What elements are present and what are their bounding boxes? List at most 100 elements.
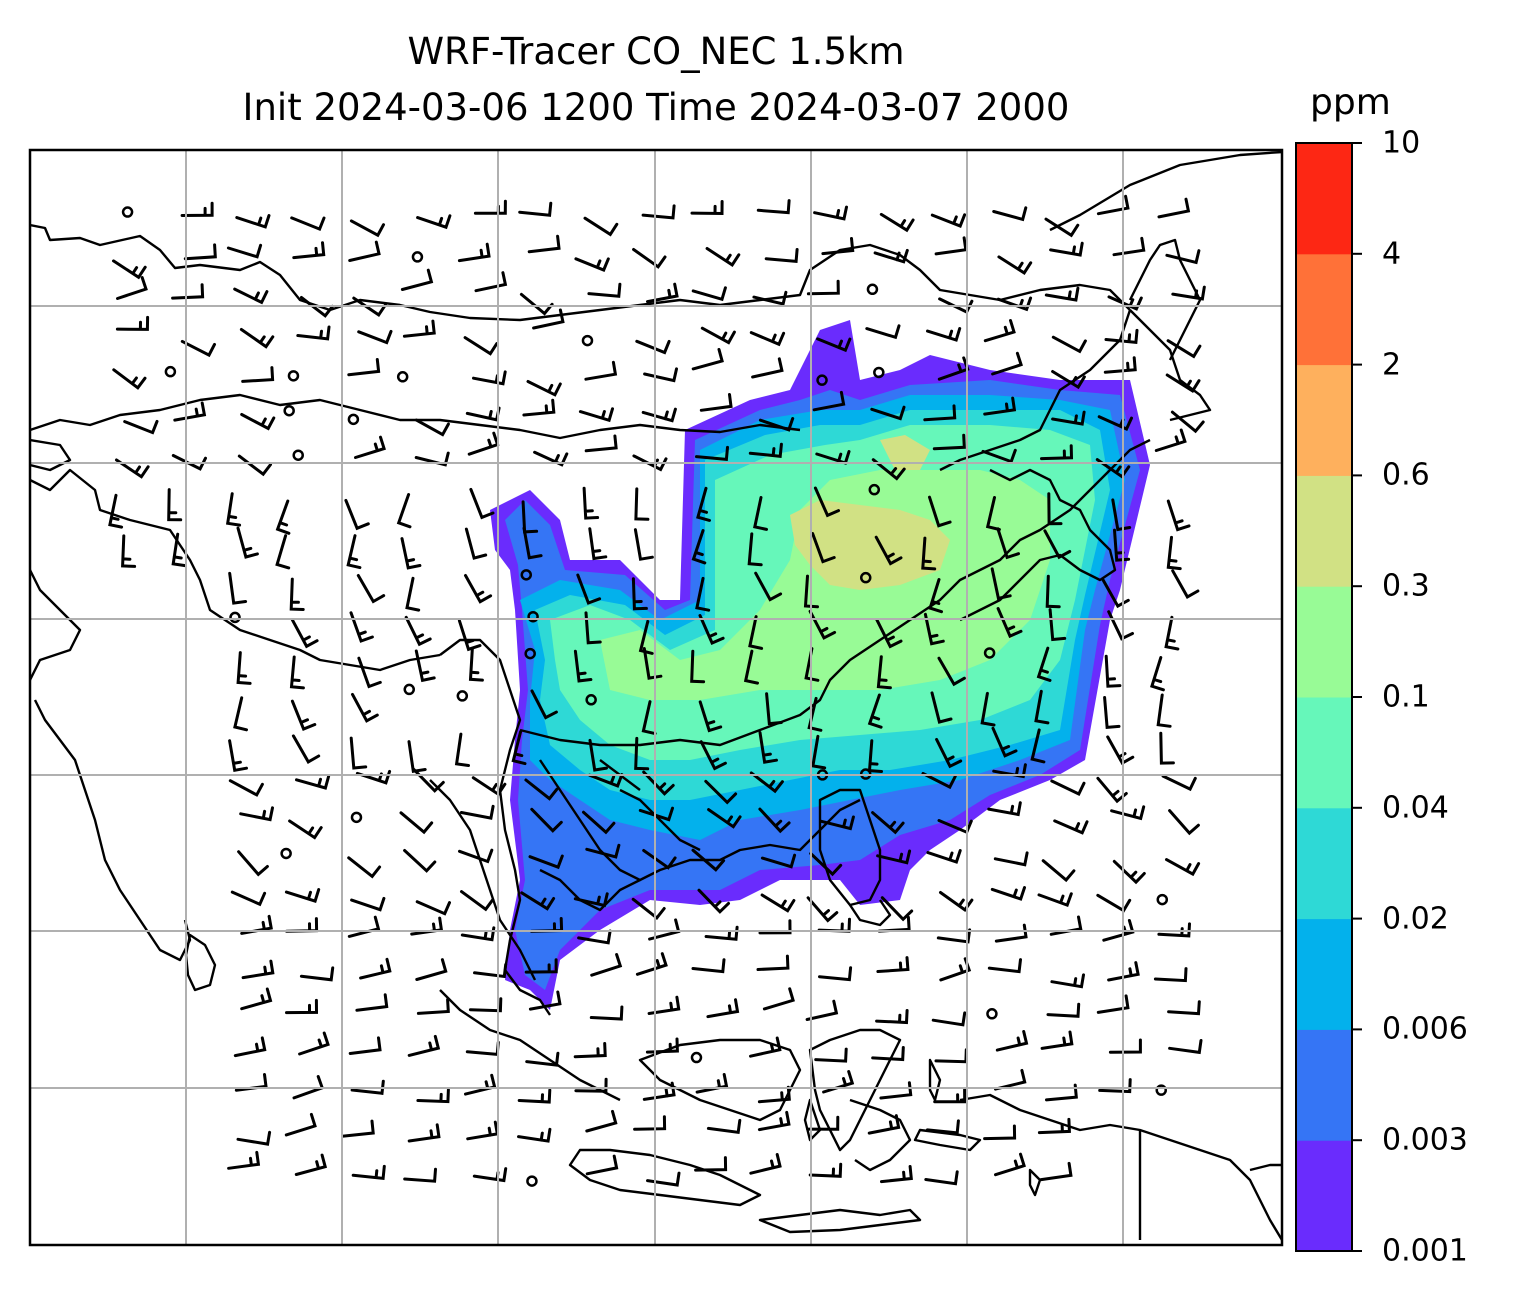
wind-barb: [1153, 967, 1188, 983]
wind-barb: [641, 204, 676, 220]
wind-barb: [697, 888, 730, 914]
wind-barb: [990, 886, 1026, 901]
wind-barb-calm: [986, 1008, 998, 1020]
wind-barb: [804, 647, 820, 682]
wind-barb: [1150, 656, 1165, 692]
wind-barb: [690, 200, 724, 216]
wind-barb: [467, 431, 500, 456]
wind-barb: [526, 380, 562, 397]
wind-barb: [237, 454, 272, 477]
wind-barb: [1050, 973, 1085, 989]
wind-barb: [1098, 1078, 1132, 1094]
wind-barb: [240, 413, 276, 431]
wind-barb: [817, 917, 851, 933]
wind-barb: [939, 891, 974, 912]
wind-barb: [754, 571, 783, 602]
wind-barb: [873, 248, 909, 264]
wind-barb: [416, 998, 450, 1015]
wind-barb: [357, 329, 393, 345]
wind-barb: [875, 1009, 909, 1025]
colorbar-segment: [1296, 918, 1352, 1030]
map-title-line-2: Init 2024-03-06 1200 Time 2024-03-07 200…: [242, 86, 1070, 129]
wind-barb: [646, 282, 679, 304]
wind-barb: [874, 535, 903, 566]
wind-barb: [520, 891, 556, 911]
wind-barb: [699, 740, 727, 771]
wind-barb: [228, 739, 248, 773]
wind-barb: [1161, 774, 1197, 792]
colorbar-tick-label: 0.02: [1382, 901, 1449, 937]
wind-barb-calm: [164, 365, 177, 378]
wind-barb: [707, 808, 742, 829]
wind-barb: [354, 435, 386, 459]
colorbar-tick-label: 0.3: [1382, 568, 1430, 604]
wind-barb: [355, 993, 389, 1012]
wind-barb: [1103, 356, 1137, 374]
wind-barb: [1037, 892, 1073, 908]
wind-barb: [747, 532, 763, 567]
wind-barb: [585, 1109, 618, 1133]
wind-barb: [696, 486, 711, 522]
wind-barb: [879, 212, 915, 233]
wind-barb: [981, 448, 1017, 464]
wind-barb: [762, 987, 795, 1011]
wind-barb: [236, 651, 252, 685]
wind-barb: [350, 896, 386, 912]
wind-barb: [803, 574, 819, 609]
wind-barb: [821, 237, 855, 256]
wind-barb: [396, 493, 412, 529]
wind-barb: [743, 649, 759, 685]
wind-barb-calm: [866, 283, 879, 296]
wind-barb: [867, 693, 883, 729]
wind-barb-calm: [396, 371, 409, 383]
wind-barb-calm: [350, 811, 363, 824]
wind-barb: [758, 919, 792, 935]
wind-barb: [641, 407, 677, 423]
wind-barb: [288, 819, 323, 840]
wind-barb: [1171, 285, 1206, 301]
wind-barb: [646, 1171, 681, 1187]
wind-barb: [990, 567, 1012, 601]
wind-barb: [870, 405, 906, 421]
wind-barb: [171, 283, 205, 300]
colorbar-tick-label: 0.001: [1382, 1233, 1468, 1269]
wind-barb: [289, 577, 305, 611]
wind-barb: [235, 214, 271, 229]
wind-barb: [299, 296, 334, 318]
wind-barb: [756, 199, 791, 215]
wind-barb: [749, 771, 784, 794]
wind-barb: [807, 696, 823, 732]
wind-barb: [241, 959, 275, 980]
wind-barb: [876, 849, 912, 865]
wind-barb: [230, 890, 267, 907]
wind-barb: [344, 498, 370, 531]
wind-barb-calm: [816, 374, 828, 386]
wind-barb: [695, 576, 711, 612]
colorbar-segment: [1296, 586, 1352, 698]
wind-barb: [473, 963, 508, 979]
wind-barb: [346, 534, 362, 570]
wind-barb: [748, 615, 764, 650]
wind-barb: [284, 888, 321, 903]
tracer-field: [490, 320, 1150, 1010]
wind-barb-calm: [581, 334, 594, 347]
wind-barb: [574, 1077, 608, 1093]
wind-barb: [876, 655, 892, 690]
wind-barb: [992, 206, 1028, 222]
wind-barb: [226, 243, 263, 259]
wind-barb: [180, 339, 216, 358]
wind-barb: [695, 1073, 729, 1094]
wind-barb: [171, 532, 187, 568]
wind-barb: [351, 1164, 386, 1181]
wind-barb: [983, 319, 1016, 343]
wind-barb: [1050, 779, 1086, 797]
wind-barb: [180, 201, 214, 217]
wind-barb: [295, 774, 331, 790]
wind-barb-calm: [283, 404, 295, 417]
wind-barb: [642, 849, 677, 870]
wind-barb: [691, 286, 727, 302]
wind-barb: [814, 1047, 848, 1063]
wind-barb: [578, 407, 614, 423]
colorbar-segment: [1296, 697, 1352, 809]
wind-barb: [808, 609, 837, 640]
